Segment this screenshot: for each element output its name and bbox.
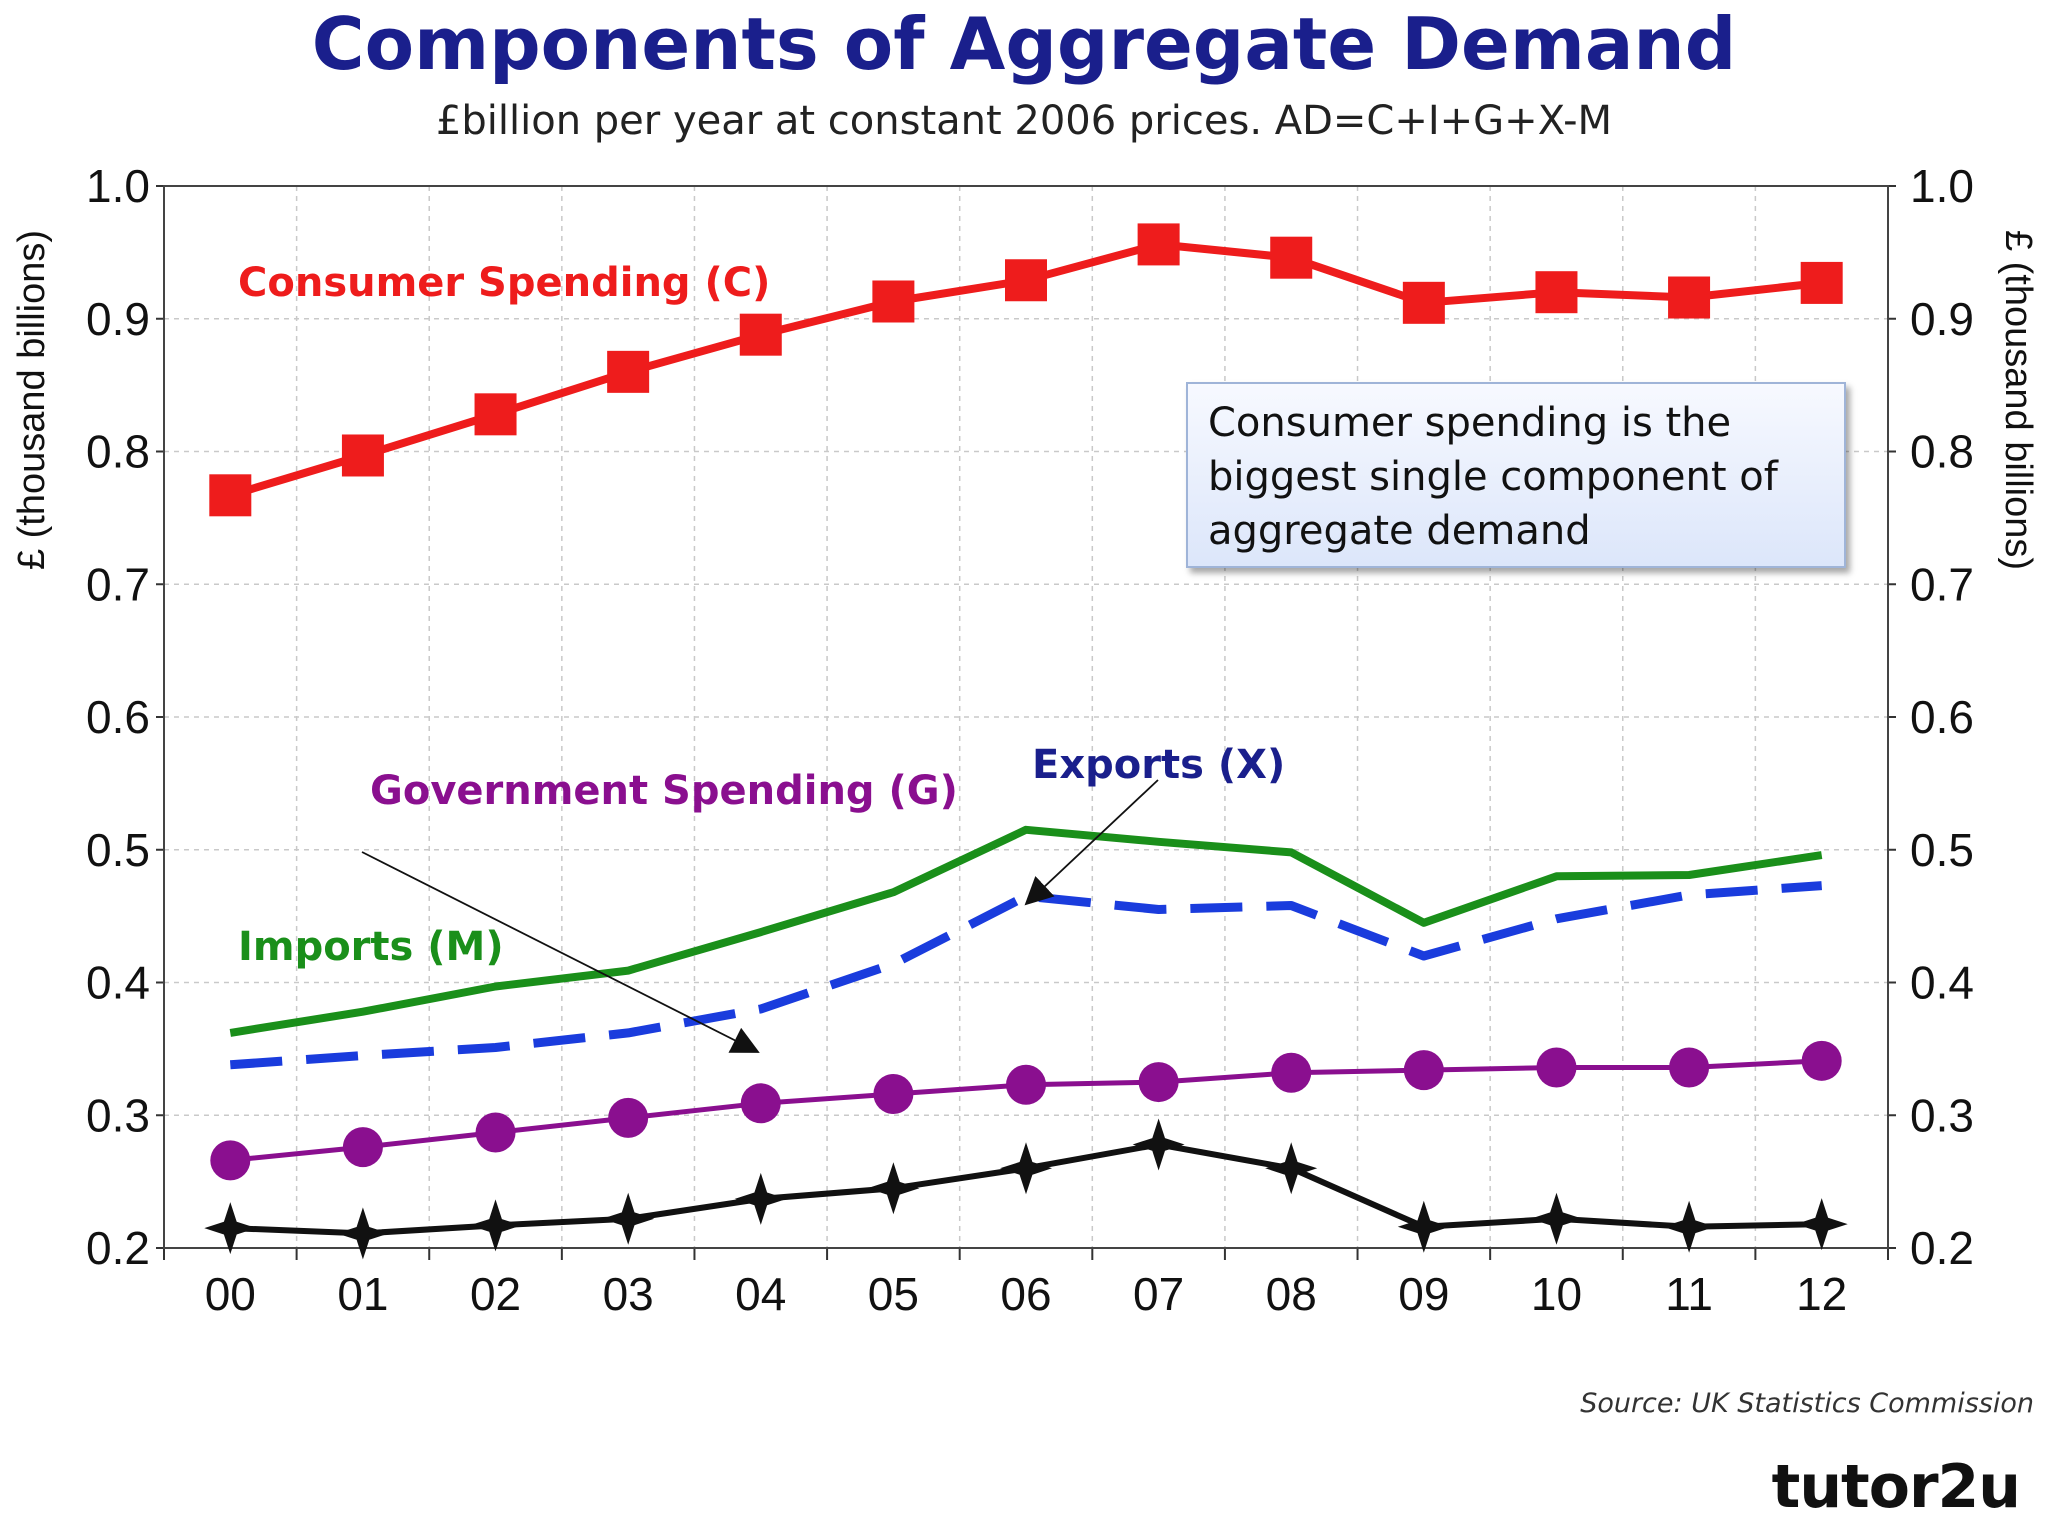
data-point-square — [209, 474, 252, 517]
exports-label-arrow — [1024, 779, 1159, 906]
data-point-star — [469, 1199, 522, 1252]
axes: 0.2 0.2 0.3 0.3 0.4 0.4 0.5 0.5 0.6 0.6 0.7 0.7 0.8 0… — [86, 160, 1974, 1320]
data-point-star — [1795, 1198, 1848, 1251]
data-point-circle — [1801, 1040, 1842, 1081]
series-label: Consumer Spending (C) — [238, 260, 770, 306]
data-point-square — [739, 313, 782, 356]
x-tick-label: 04 — [735, 1268, 786, 1320]
data-point-square — [341, 434, 384, 477]
data-point-circle — [873, 1074, 914, 1115]
x-tick-label: 05 — [868, 1268, 919, 1320]
data-point-circle — [1271, 1052, 1312, 1093]
data-point-square — [872, 280, 915, 323]
data-point-square — [1668, 276, 1711, 319]
data-point-circle — [1669, 1047, 1710, 1088]
x-tick-label: 08 — [1266, 1268, 1317, 1320]
data-point-square — [1800, 261, 1843, 304]
data-point-square — [1005, 259, 1047, 302]
y-tick-label-left: 0.8 — [86, 426, 150, 478]
series-line-2 — [229, 881, 1823, 1070]
x-tick-label: 01 — [337, 1268, 388, 1320]
grid-lines — [164, 186, 1888, 1248]
data-point-star — [602, 1192, 655, 1245]
data-point-square — [607, 350, 650, 393]
data-point-circle — [210, 1140, 251, 1181]
data-point-square — [1402, 281, 1445, 324]
data-point-square — [1535, 271, 1578, 314]
series-group — [204, 223, 1848, 1260]
y-tick-label-left: 1.0 — [86, 160, 150, 212]
government-label-arrow — [361, 851, 760, 1053]
series-label: Imports (M) — [238, 924, 504, 970]
data-point-star — [867, 1162, 920, 1215]
data-point-circle — [1403, 1050, 1444, 1091]
x-tick-label: 12 — [1796, 1268, 1847, 1320]
series-labels: Consumer Spending (C) Government Spending… — [238, 260, 1285, 1053]
data-point-square — [474, 393, 517, 436]
data-point-circle — [1138, 1062, 1179, 1103]
y-tick-label-left: 0.9 — [86, 293, 150, 345]
data-point-star — [1530, 1192, 1583, 1245]
y-tick-label-right: 0.9 — [1910, 293, 1974, 345]
x-tick-label: 09 — [1398, 1268, 1449, 1320]
x-tick-label: 03 — [603, 1268, 654, 1320]
y-tick-label-right: 0.3 — [1910, 1089, 1974, 1141]
tutor2u-logo: tutor2u — [1771, 1452, 2021, 1522]
y-tick-label-right: 1.0 — [1910, 160, 1974, 212]
chart-subtitle: £billion per year at constant 2006 price… — [435, 98, 1613, 144]
series-line-1 — [229, 825, 1823, 1037]
y-axis-label-left: £ (thousand billions) — [11, 230, 53, 570]
data-point-star — [1132, 1118, 1185, 1171]
data-point-star — [734, 1172, 787, 1225]
x-tick-label: 00 — [205, 1268, 256, 1320]
series-label: Exports (X) — [1032, 742, 1285, 788]
y-tick-label-right: 0.6 — [1910, 691, 1974, 743]
x-tick-label: 10 — [1531, 1268, 1582, 1320]
y-tick-label-right: 0.8 — [1910, 426, 1974, 478]
plot-frame — [163, 185, 1889, 1249]
y-tick-label-right: 0.2 — [1910, 1222, 1974, 1274]
y-tick-label-left: 0.3 — [86, 1089, 150, 1141]
data-point-circle — [608, 1097, 649, 1138]
y-tick-label-left: 0.4 — [86, 957, 150, 1009]
x-tick-label: 06 — [1000, 1268, 1051, 1320]
x-tick-label: 02 — [470, 1268, 521, 1320]
data-point-star — [1265, 1142, 1318, 1195]
y-tick-label-right: 0.5 — [1910, 824, 1974, 876]
y-tick-label-left: 0.6 — [86, 691, 150, 743]
source-note: Source: UK Statistics Commission — [1580, 1388, 2034, 1419]
y-tick-label-left: 0.7 — [86, 558, 150, 610]
y-tick-label-right: 0.7 — [1910, 558, 1974, 610]
data-point-star — [1663, 1200, 1716, 1253]
series-label: Government Spending (G) — [370, 768, 958, 814]
data-point-circle — [342, 1127, 383, 1168]
data-point-star — [336, 1207, 389, 1260]
y-tick-label-left: 0.2 — [86, 1222, 150, 1274]
annotation-box: Consumer spending is the biggest single … — [1186, 382, 1846, 568]
data-point-circle — [475, 1112, 516, 1153]
data-point-circle — [1536, 1047, 1577, 1088]
y-tick-label-right: 0.4 — [1910, 957, 1974, 1009]
x-tick-label: 07 — [1133, 1268, 1184, 1320]
y-axis-label-right: £ (thousand billions) — [1997, 230, 2039, 570]
data-point-square — [1270, 236, 1313, 279]
data-point-circle — [740, 1083, 781, 1124]
chart-title: Components of Aggregate Demand — [311, 2, 1737, 86]
data-point-circle — [1006, 1064, 1046, 1105]
data-point-star — [204, 1202, 257, 1255]
data-point-star — [1000, 1142, 1052, 1195]
y-tick-label-left: 0.5 — [86, 824, 150, 876]
data-point-square — [1137, 223, 1180, 266]
data-point-star — [1397, 1200, 1450, 1253]
x-tick-label: 11 — [1665, 1268, 1713, 1320]
